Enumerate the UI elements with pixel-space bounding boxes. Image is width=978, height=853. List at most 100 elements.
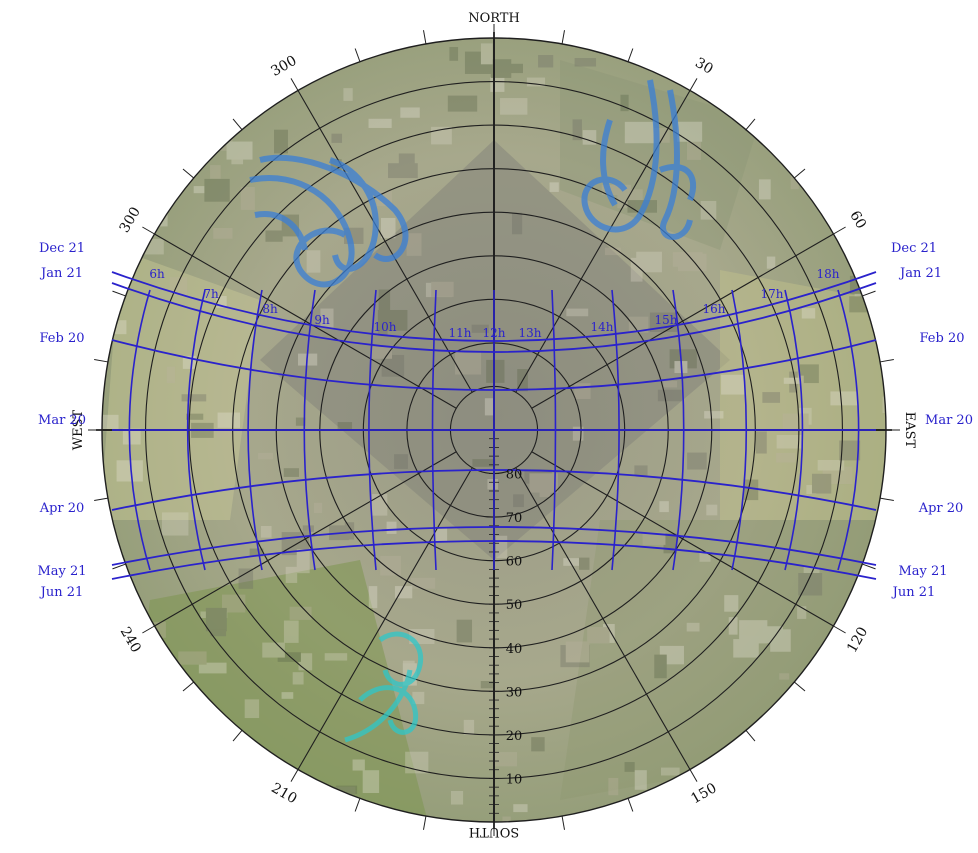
photo-block (883, 373, 886, 390)
photo-block (283, 468, 300, 477)
photo-block (602, 624, 615, 643)
altitude-label: 40 (506, 642, 523, 657)
west-label: WEST (71, 409, 86, 450)
photo-block (410, 577, 436, 589)
photo-block (198, 662, 227, 674)
date-label-left: Jan 21 (39, 266, 83, 281)
photo-block (122, 428, 141, 445)
photo-block (216, 295, 227, 308)
azimuth-tick (94, 359, 109, 363)
photo-block (210, 629, 227, 637)
photo-block (801, 308, 816, 319)
photo-block (380, 217, 396, 239)
azimuth-tick (793, 168, 806, 179)
photo-block (712, 800, 734, 816)
photo-block (686, 140, 701, 160)
hour-label: 7h (203, 287, 219, 301)
date-label-right: Jun 21 (891, 585, 936, 600)
photo-block (124, 59, 154, 71)
photo-block (431, 281, 454, 297)
photo-block (849, 296, 873, 313)
photo-block (654, 654, 667, 679)
date-label-right: Feb 20 (920, 331, 965, 346)
photo-block (283, 620, 299, 643)
photo-block (880, 625, 886, 645)
photo-block (156, 211, 168, 227)
azimuth-tick (833, 625, 846, 634)
hour-label: 12h (483, 326, 506, 340)
photo-block (240, 187, 255, 210)
photo-block (464, 51, 492, 74)
altitude-label: 10 (506, 772, 523, 787)
south-label: SOUTH (469, 824, 520, 839)
north-label: NORTH (468, 11, 520, 26)
hour-line (186, 289, 206, 571)
photo-block (563, 558, 583, 566)
photo-block (480, 681, 494, 689)
hour-line (247, 289, 263, 571)
photo-block (314, 794, 333, 805)
photo-block (657, 389, 682, 402)
photo-block (549, 182, 559, 192)
photo-block (634, 465, 648, 476)
photo-block (700, 200, 717, 220)
photo-block (743, 479, 759, 501)
photo-block (296, 549, 310, 574)
photo-block (165, 90, 178, 102)
photo-block (486, 359, 505, 383)
hour-line (368, 289, 377, 571)
photo-block (371, 494, 388, 516)
photo-block (324, 653, 348, 661)
azimuth-tick (354, 798, 361, 812)
photo-block (480, 43, 493, 65)
photo-block (578, 557, 590, 570)
azimuth-tick (627, 798, 634, 812)
photo-block (704, 411, 724, 419)
azimuth-spoke (297, 467, 473, 770)
photo-block (678, 253, 707, 272)
altitude-label: 20 (506, 729, 523, 744)
photo-block (660, 767, 680, 776)
photo-block (487, 479, 498, 490)
photo-block (566, 308, 589, 317)
photo-block (388, 163, 418, 179)
photo-block (274, 129, 288, 154)
photo-block (330, 786, 356, 795)
photo-block (836, 62, 863, 87)
photo-block (502, 816, 511, 822)
hour-label: 18h (817, 267, 840, 281)
hour-line (611, 289, 620, 571)
photo-block (636, 251, 662, 273)
photo-block (862, 42, 881, 58)
azimuth-tick (561, 815, 565, 830)
photo-block (699, 551, 711, 562)
azimuth-tick (423, 30, 427, 45)
wind-icon (581, 79, 697, 240)
photo-block (331, 133, 343, 143)
photo-block (863, 666, 886, 678)
azimuth-label: 30 (692, 55, 715, 78)
photo-block (845, 106, 861, 115)
azimuth-tick (232, 729, 243, 742)
photo-block (624, 762, 635, 772)
wind-icon (344, 631, 424, 743)
photo-block (560, 645, 590, 668)
photo-block (186, 413, 204, 420)
photo-block (724, 595, 739, 612)
photo-block (539, 484, 551, 498)
hour-line (837, 289, 860, 571)
photo-block (302, 525, 314, 532)
photo-block (217, 412, 241, 428)
azimuth-label: 300 (268, 53, 299, 80)
altitude-label: 70 (506, 511, 523, 526)
photo-block (620, 94, 629, 112)
photo-block (463, 719, 475, 735)
altitude-label: 30 (506, 685, 523, 700)
photo-block (210, 165, 221, 179)
hour-label: 11h (449, 326, 472, 340)
photo-block (882, 396, 886, 414)
photo-block (166, 366, 176, 384)
photo-block (260, 525, 272, 538)
photo-block (484, 398, 493, 416)
